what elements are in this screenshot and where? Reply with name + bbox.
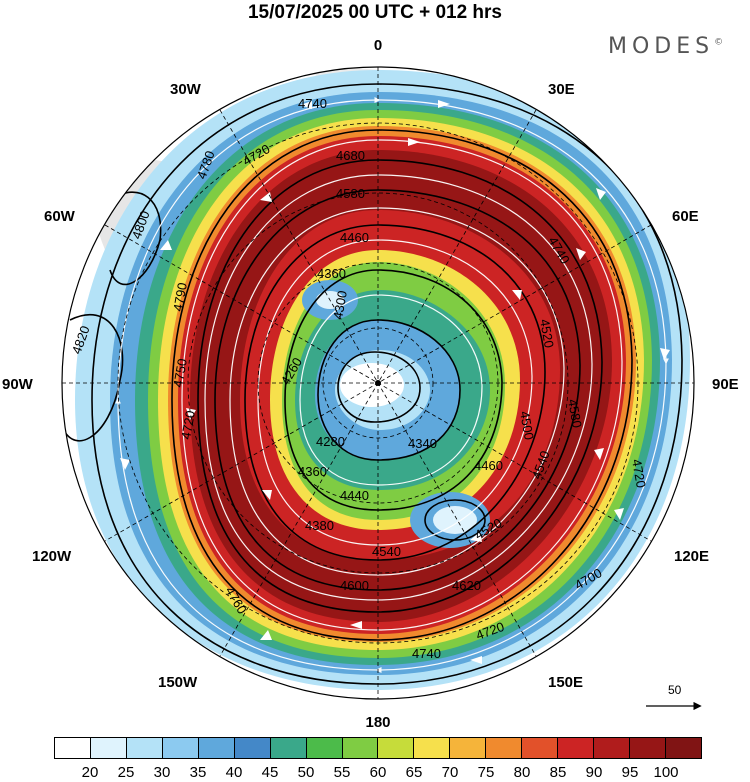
colorbar-tick-label: 60 bbox=[369, 764, 387, 781]
contour-label: 4580 bbox=[336, 186, 365, 201]
contour-label: 4360 bbox=[317, 266, 346, 281]
contour-label: 4580 bbox=[565, 398, 585, 429]
colorbar-tick-label: 55 bbox=[333, 764, 351, 781]
contour-label: 4600 bbox=[340, 578, 369, 593]
colorbar-tick-label: 20 bbox=[81, 764, 99, 781]
colorbar-tick-label: 80 bbox=[513, 764, 531, 781]
colorbar-swatch bbox=[558, 738, 595, 758]
contour-label: 4340 bbox=[408, 436, 437, 451]
colorbar-swatch bbox=[126, 738, 163, 758]
brand-copyright: © bbox=[714, 37, 724, 48]
contour-label: 4620 bbox=[452, 578, 481, 593]
contour-label: 4360 bbox=[298, 464, 327, 479]
colorbar-swatch bbox=[630, 738, 666, 758]
north-pole-marker bbox=[375, 380, 381, 386]
streamline-arrows bbox=[120, 100, 670, 664]
contour-label: 4300 bbox=[330, 289, 350, 320]
colorbar-tick-label: 40 bbox=[225, 764, 243, 781]
colorbar-tick-label: 50 bbox=[297, 764, 315, 781]
contour-label: 4720 bbox=[178, 409, 198, 440]
colorbar-swatch bbox=[414, 738, 451, 758]
colorbar-swatch bbox=[234, 738, 271, 758]
lon-label-90w: 90W bbox=[2, 376, 34, 393]
contour-label: 4750 bbox=[170, 357, 190, 388]
contour-label: 4440 bbox=[340, 488, 369, 503]
colorbar-swatch bbox=[342, 738, 379, 758]
lon-label-120e: 120E bbox=[674, 548, 709, 565]
colorbar-labels: 20 25 30 35 40 45 50 55 60 65 70 75 80 85 90 95 100 bbox=[54, 764, 702, 782]
contour-label: 4380 bbox=[305, 518, 334, 533]
map-title: 15/07/2025 00 UTC + 012 hrs bbox=[247, 2, 503, 23]
contour-label: 4740 bbox=[412, 646, 441, 661]
colorbar-tick-label: 65 bbox=[405, 764, 423, 781]
colorbar-tick-label: 85 bbox=[549, 764, 567, 781]
colorbar-swatch bbox=[665, 738, 701, 758]
contour-label: 4720 bbox=[629, 458, 649, 489]
colorbar-swatch bbox=[450, 738, 487, 758]
map-boundary bbox=[61, 66, 695, 700]
longitude-labels: 0 180 90W 90E 30W 30E 60W 60E 120W 120E … bbox=[2, 37, 739, 730]
lon-label-120w: 120W bbox=[32, 548, 72, 565]
colorbar-tick-label: 75 bbox=[477, 764, 495, 781]
contour-label: 4500 bbox=[517, 410, 537, 441]
colorbar-swatch bbox=[522, 738, 559, 758]
colorbar bbox=[54, 737, 702, 759]
colorbar-tick-label: 25 bbox=[117, 764, 135, 781]
contour-label: 4280 bbox=[316, 434, 345, 449]
colorbar-tick-label: 100 bbox=[653, 764, 679, 781]
colorbar-swatch bbox=[270, 738, 307, 758]
lon-label-90e: 90E bbox=[712, 376, 739, 393]
contour-label: 4460 bbox=[474, 458, 503, 473]
colorbar-swatch bbox=[486, 738, 523, 758]
brand-logo: MODES© bbox=[608, 34, 723, 59]
lon-label-30e: 30E bbox=[548, 81, 575, 98]
lon-label-60e: 60E bbox=[672, 208, 699, 225]
contour-label: 4680 bbox=[336, 148, 365, 163]
colorbar-tick-label: 90 bbox=[585, 764, 603, 781]
colorbar-tick-label: 45 bbox=[261, 764, 279, 781]
reference-vector: 50 bbox=[640, 680, 710, 720]
colorbar-swatch bbox=[198, 738, 235, 758]
colorbar-swatch bbox=[162, 738, 199, 758]
colorbar-swatch bbox=[594, 738, 630, 758]
colorbar-tick-label: 30 bbox=[153, 764, 171, 781]
colorbar-swatch bbox=[306, 738, 343, 758]
polar-wind-map: 4740 4780 4720 4680 4580 4460 4360 4300 … bbox=[2, 37, 739, 730]
colorbar-swatch bbox=[55, 738, 91, 758]
colorbar-swatch bbox=[90, 738, 127, 758]
colorbar-swatch bbox=[378, 738, 415, 758]
wind-speed-field bbox=[62, 67, 694, 699]
reference-vector-value: 50 bbox=[668, 683, 682, 697]
contour-label: 4740 bbox=[298, 96, 327, 111]
brand-name: MODES bbox=[608, 34, 715, 59]
contour-label: 4460 bbox=[340, 230, 369, 245]
lon-label-180: 180 bbox=[365, 714, 390, 730]
lon-label-150e: 150E bbox=[548, 674, 583, 691]
lon-label-0: 0 bbox=[374, 37, 382, 54]
contour-label: 4540 bbox=[372, 544, 401, 559]
reference-arrow-icon bbox=[646, 701, 702, 711]
contour-label: 4790 bbox=[170, 281, 190, 312]
lon-label-150w: 150W bbox=[158, 674, 198, 691]
pole-calm bbox=[340, 363, 404, 407]
colorbar-tick-label: 95 bbox=[621, 764, 639, 781]
colorbar-tick-label: 35 bbox=[189, 764, 207, 781]
colorbar-tick-label: 70 bbox=[441, 764, 459, 781]
lon-label-30w: 30W bbox=[170, 81, 202, 98]
contour-label: 4520 bbox=[537, 318, 557, 349]
lon-label-60w: 60W bbox=[44, 208, 76, 225]
